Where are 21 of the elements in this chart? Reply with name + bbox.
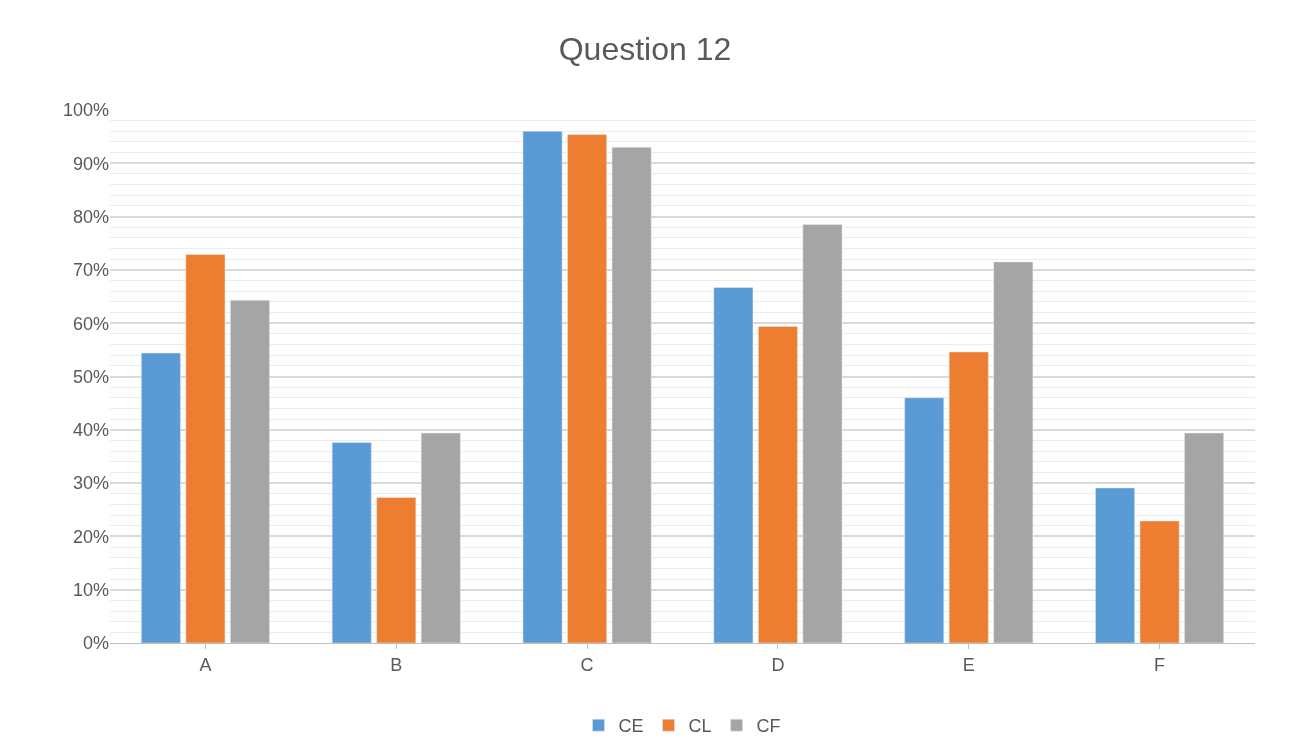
x-tick-label: F bbox=[1154, 654, 1166, 675]
x-tick-label: E bbox=[962, 654, 975, 675]
y-tick-label: 20% bbox=[72, 526, 109, 547]
y-tick-label: 0% bbox=[82, 633, 109, 654]
y-tick-label: 40% bbox=[72, 420, 109, 441]
x-tick-label: A bbox=[199, 654, 212, 675]
x-tick-label: B bbox=[390, 654, 403, 675]
y-tick-label: 30% bbox=[72, 473, 109, 494]
y-tick-label: 90% bbox=[72, 153, 109, 174]
y-tick-label: 50% bbox=[72, 366, 109, 387]
legend-label: CL bbox=[688, 716, 712, 737]
x-tick-label: D bbox=[771, 654, 785, 675]
y-tick-label: 10% bbox=[72, 580, 109, 600]
y-tick-label: 100% bbox=[62, 100, 109, 121]
y-tick-label: 80% bbox=[72, 206, 109, 227]
x-tick-label: C bbox=[580, 654, 594, 675]
legend-label: CE bbox=[618, 716, 644, 737]
legend-label: CF bbox=[756, 716, 781, 737]
y-tick-label: 60% bbox=[72, 313, 109, 334]
y-tick-label: 70% bbox=[72, 260, 109, 281]
chart-title: Question 12 bbox=[558, 31, 732, 68]
